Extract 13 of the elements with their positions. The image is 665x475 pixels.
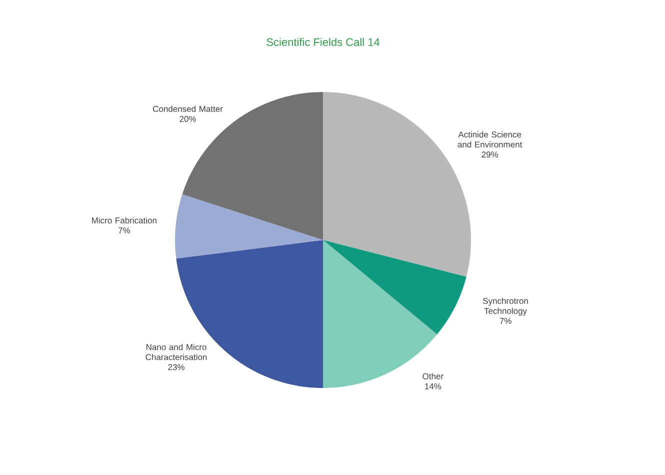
data-label: 20%: [180, 116, 196, 122]
data-label: 29%: [482, 152, 498, 158]
data-label: 14%: [425, 383, 442, 390]
slice-label: Micro Fabrication: [92, 217, 156, 224]
chart-title: Scientific Fields Call 14: [266, 38, 380, 46]
slice-label: Condensed Matter: [153, 106, 223, 112]
data-label: 7%: [500, 318, 512, 324]
data-label: 23%: [168, 364, 184, 370]
slice-label: Actinide Science and Environment: [458, 131, 522, 148]
slice-label: Nano and Micro Characterisation: [146, 344, 207, 360]
slice-label: Other: [422, 373, 444, 380]
data-label: 7%: [118, 227, 130, 234]
slice-label: Synchrotron Technology: [483, 298, 528, 316]
